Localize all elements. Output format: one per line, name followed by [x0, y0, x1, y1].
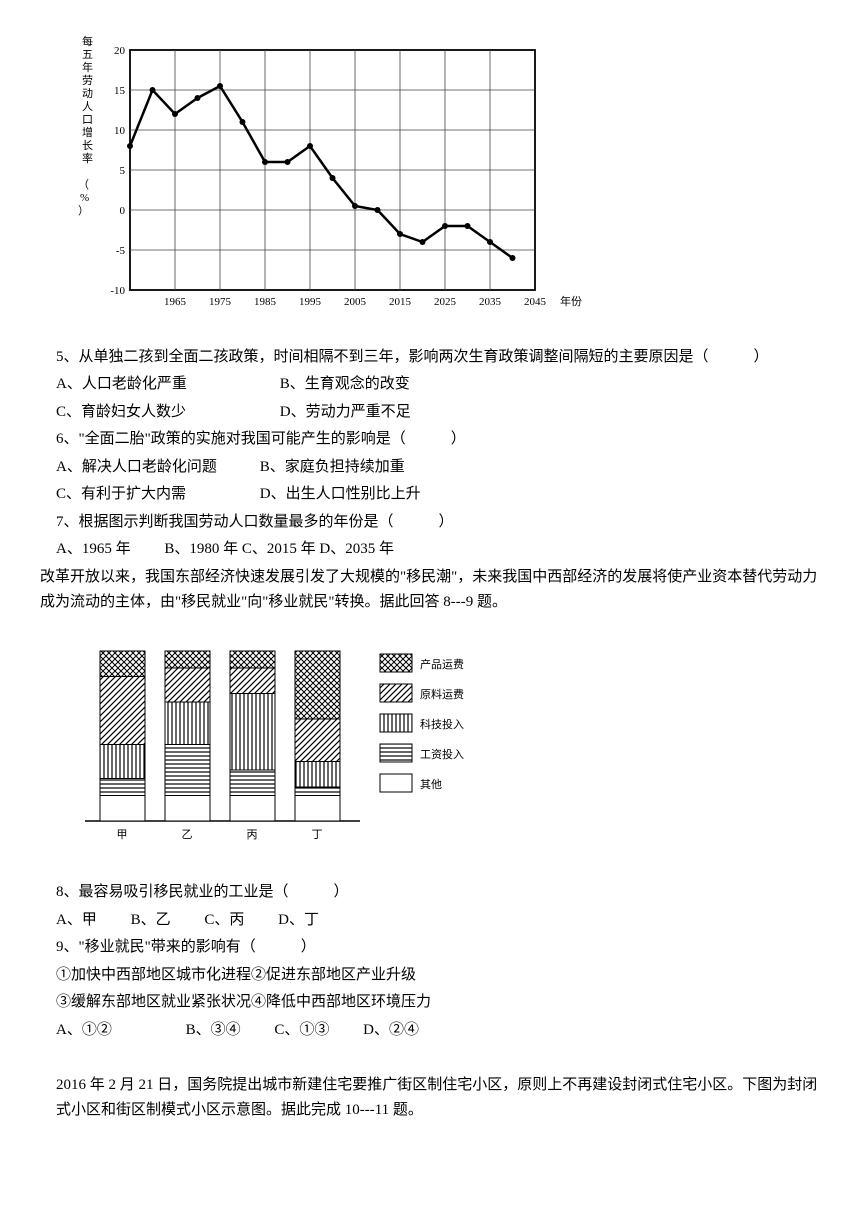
q5-opts-row2: C、育龄妇女人数少 D、劳动力严重不足 [40, 400, 820, 426]
svg-text:原料运费: 原料运费 [420, 687, 464, 701]
q5-opt-c: C、育龄妇女人数少 [56, 400, 276, 426]
bar-jia [100, 651, 145, 821]
svg-text:2025: 2025 [434, 296, 457, 308]
svg-text:劳: 劳 [82, 74, 93, 87]
q6-opts-row1: A、解决人口老龄化问题 B、家庭负担持续加重 [40, 455, 820, 481]
svg-text:2015: 2015 [389, 296, 412, 308]
q9-opt-a: A、①② [56, 1018, 112, 1044]
bar-ding [295, 651, 340, 821]
svg-text:1965: 1965 [164, 296, 187, 308]
q7-opt-b: B、1980 年 [164, 537, 238, 563]
svg-text:率: 率 [82, 151, 93, 165]
svg-text:1985: 1985 [254, 296, 277, 308]
q9-text: 9、"移业就民"带来的影响有（ ） [40, 935, 820, 961]
q8-text: 8、最容易吸引移民就业的工业是（ ） [40, 880, 820, 906]
svg-text:年: 年 [82, 60, 93, 74]
svg-text:%: % [80, 192, 89, 204]
y-ticks: 20 15 10 5 0 -5 -10 [110, 45, 125, 297]
q7-opts: A、1965 年 B、1980 年 C、2015 年 D、2035 年 [40, 537, 820, 563]
q9-opts: A、①② B、③④ C、①③ D、②④ [40, 1018, 820, 1044]
legend: 产品运费 原料运费 科技投入 工资投入 其他 [380, 654, 464, 792]
q7-opt-c: C、2015 年 [242, 537, 316, 563]
q8-opt-b: B、乙 [131, 908, 171, 934]
q9-opt-d: D、②④ [363, 1018, 419, 1044]
labor-growth-chart: 每 五 年 劳 动 人 口 增 长 率 （ % ） 20 15 10 5 0 -… [70, 30, 590, 320]
q5-text: 5、从单独二孩到全面二孩政策，时间相隔不到三年，影响两次生育政策调整间隔短的主要… [40, 345, 820, 371]
q7-text: 7、根据图示判断我国劳动人口数量最多的年份是（ ） [40, 510, 820, 536]
svg-text:（: （ [78, 178, 89, 191]
data-line [130, 86, 513, 258]
q5-opt-b: B、生育观念的改变 [280, 376, 410, 392]
svg-text:2045: 2045 [524, 296, 547, 308]
q8-opt-c: C、丙 [204, 908, 244, 934]
q6-opt-b: B、家庭负担持续加重 [260, 459, 405, 475]
svg-text:五: 五 [82, 49, 93, 61]
svg-text:其他: 其他 [420, 778, 442, 791]
q9-opt-c: C、①③ [274, 1018, 329, 1044]
q5-opt-d: D、劳动力严重不足 [280, 404, 411, 420]
q7-opt-a: A、1965 年 [56, 537, 131, 563]
x-axis-label: 年份 [560, 294, 582, 308]
y-axis-label: 每 [82, 34, 93, 48]
svg-text:）: ） [78, 204, 89, 217]
q9-s2: ③缓解东部地区就业紧张状况④降低中西部地区环境压力 [40, 990, 820, 1016]
q6-opt-a: A、解决人口老龄化问题 [56, 455, 256, 481]
q6-text: 6、"全面二胎"政策的实施对我国可能产生的影响是（ ） [40, 427, 820, 453]
svg-text:-5: -5 [116, 245, 126, 257]
line-chart: 每 五 年 劳 动 人 口 增 长 率 （ % ） 20 15 10 5 0 -… [70, 30, 820, 330]
bar-yi [165, 651, 210, 821]
svg-text:科技投入: 科技投入 [420, 717, 464, 731]
label-ding: 丁 [312, 829, 323, 841]
svg-text:0: 0 [120, 205, 126, 217]
q6-opts-row2: C、有利于扩大内需 D、出生人口性别比上升 [40, 482, 820, 508]
svg-text:工资投入: 工资投入 [420, 747, 464, 761]
svg-text:20: 20 [114, 45, 126, 57]
svg-text:1995: 1995 [299, 296, 322, 308]
svg-text:产品运费: 产品运费 [420, 657, 464, 671]
data-markers [127, 83, 516, 261]
q7-opt-d: D、2035 年 [319, 537, 394, 563]
svg-text:口: 口 [82, 114, 93, 126]
svg-text:1975: 1975 [209, 296, 232, 308]
q6-opt-d: D、出生人口性别比上升 [260, 486, 421, 502]
q9-s1: ①加快中西部地区城市化进程②促进东部地区产业升级 [40, 963, 820, 989]
label-bing: 丙 [247, 829, 258, 841]
q8-opts: A、甲 B、乙 C、丙 D、丁 [40, 908, 820, 934]
intro3: 2016 年 2 月 21 日，国务院提出城市新建住宅要推广街区制住宅小区，原则… [40, 1073, 820, 1124]
grid-lines [130, 90, 535, 250]
svg-text:人: 人 [82, 100, 93, 113]
q9-opt-b: B、③④ [186, 1018, 241, 1044]
q8-opt-a: A、甲 [56, 908, 97, 934]
label-jia: 甲 [117, 829, 128, 841]
bar-bing [230, 651, 275, 821]
svg-text:增: 增 [82, 125, 93, 139]
q8-opt-d: D、丁 [278, 908, 319, 934]
svg-text:长: 长 [82, 139, 93, 152]
label-yi: 乙 [182, 828, 193, 841]
svg-text:-10: -10 [110, 285, 125, 297]
stacked-bar-chart: 甲 乙 丙 丁 产品运费 原料运费 科技投入 工资投入 其他 [70, 626, 820, 866]
q5-opt-a: A、人口老龄化严重 [56, 372, 276, 398]
svg-text:2035: 2035 [479, 296, 502, 308]
svg-text:10: 10 [114, 125, 126, 137]
svg-text:2005: 2005 [344, 296, 367, 308]
intro2: 改革开放以来，我国东部经济快速发展引发了大规模的"移民潮"，未来我国中西部经济的… [40, 565, 820, 616]
q6-opt-c: C、有利于扩大内需 [56, 482, 256, 508]
x-ticks: 1965 1975 1985 1995 2005 2015 2025 2035 … [164, 296, 547, 308]
svg-text:15: 15 [114, 85, 126, 97]
svg-text:5: 5 [120, 165, 126, 177]
industry-cost-chart: 甲 乙 丙 丁 产品运费 原料运费 科技投入 工资投入 其他 [70, 626, 530, 856]
q5-opts-row1: A、人口老龄化严重 B、生育观念的改变 [40, 372, 820, 398]
svg-text:动: 动 [82, 87, 93, 100]
